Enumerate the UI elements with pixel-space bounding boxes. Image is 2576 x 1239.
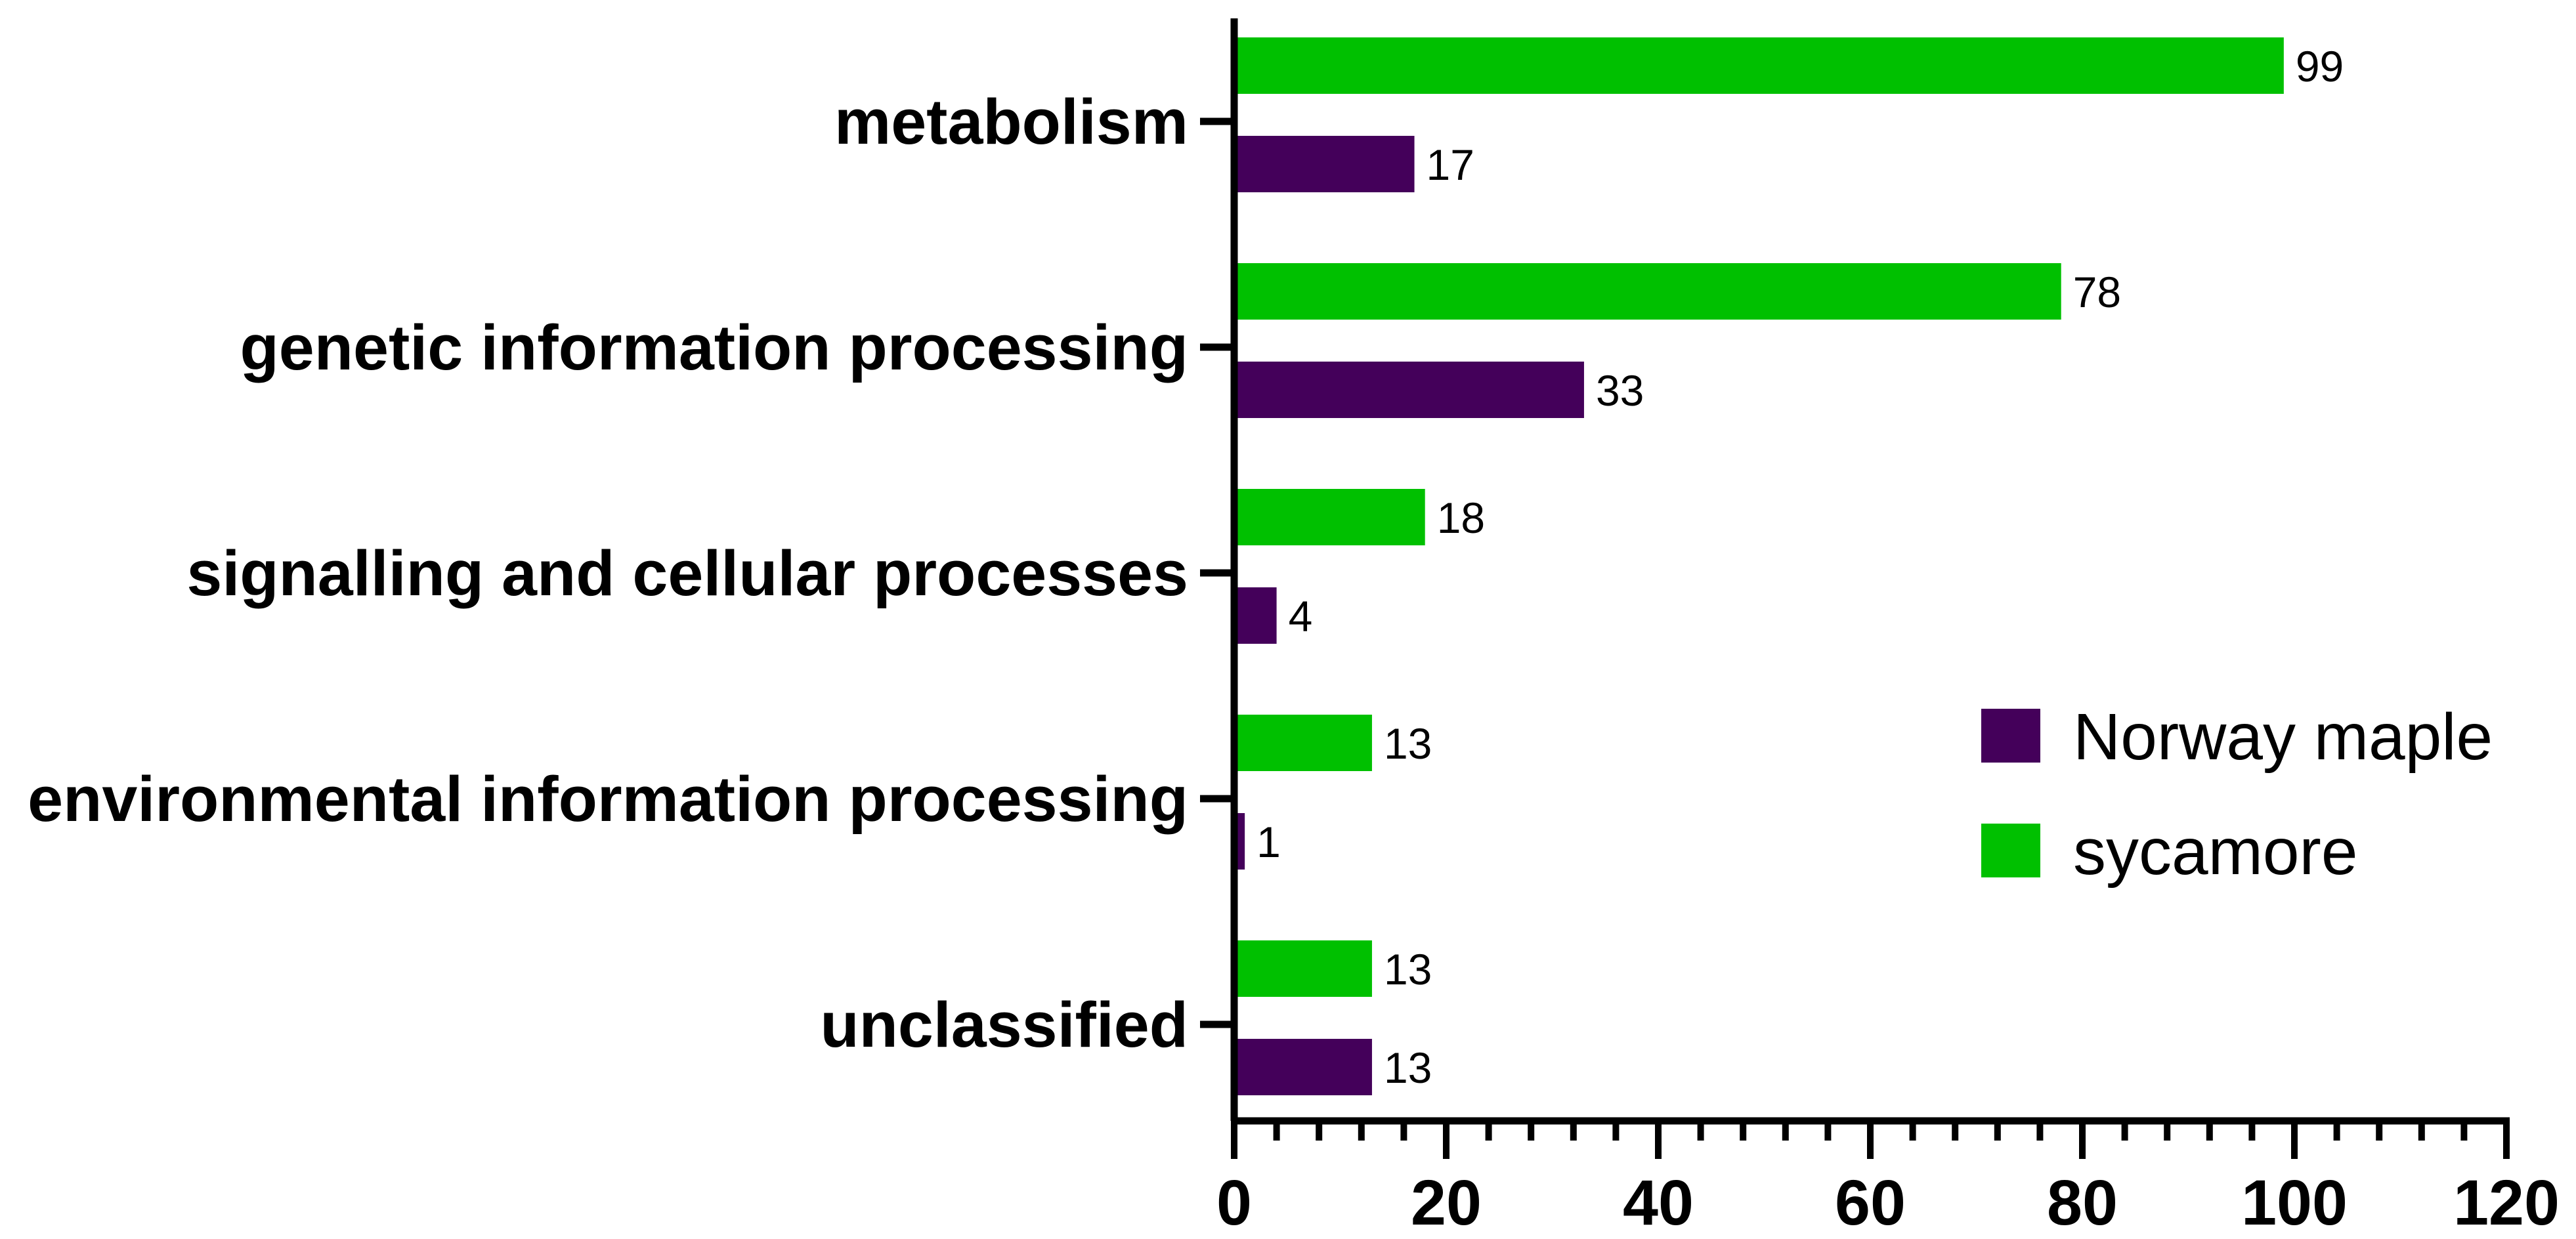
bar-sycamore-metabolism: [1234, 37, 2284, 94]
data-label-sycamore-signalling-and-cellular-processes: 18: [1437, 494, 1485, 542]
bar-norway-maple-unclassified: [1234, 1039, 1372, 1095]
category-label-genetic-information-processing: genetic information processing: [240, 312, 1188, 383]
x-tick-label-120: 120: [2453, 1167, 2560, 1238]
data-label-norway-maple-environmental-information-processing: 1: [1256, 818, 1281, 866]
data-label-norway-maple-unclassified: 13: [1384, 1043, 1432, 1092]
category-labels-layer: metabolism genetic information processing…: [28, 86, 1188, 1060]
legend-swatch-sycamore: [1981, 824, 2040, 877]
bars-layer: [1234, 37, 2284, 1095]
data-label-norway-maple-genetic-information-processing: 33: [1596, 366, 1644, 415]
data-label-norway-maple-signalling-and-cellular-processes: 4: [1289, 592, 1313, 640]
data-label-norway-maple-metabolism: 17: [1427, 140, 1474, 189]
x-tick-label-40: 40: [1623, 1167, 1694, 1238]
x-tick-label-60: 60: [1835, 1167, 1906, 1238]
bar-sycamore-unclassified: [1234, 940, 1372, 997]
axes-layer: [1200, 18, 2510, 1159]
bar-sycamore-signalling-and-cellular-processes: [1234, 489, 1425, 545]
bar-sycamore-genetic-information-processing: [1234, 263, 2061, 320]
data-label-sycamore-metabolism: 99: [2296, 42, 2344, 91]
x-tick-labels-layer: 0 20 40 60 80 100 120: [1216, 1167, 2560, 1238]
legend-label-sycamore: sycamore: [2073, 815, 2357, 889]
data-labels-layer: 99 17 78 33 18 4 13 1 13 13: [1256, 42, 2344, 1092]
bar-norway-maple-metabolism: [1234, 136, 1415, 192]
x-tick-label-20: 20: [1411, 1167, 1482, 1238]
bar-sycamore-environmental-information-processing: [1234, 715, 1372, 771]
category-label-environmental-information-processing: environmental information processing: [28, 763, 1188, 835]
data-label-sycamore-genetic-information-processing: 78: [2073, 268, 2121, 316]
category-label-metabolism: metabolism: [834, 86, 1188, 158]
legend-swatch-norway-maple: [1981, 709, 2040, 763]
data-label-sycamore-unclassified: 13: [1384, 945, 1432, 994]
bar-norway-maple-signalling-and-cellular-processes: [1234, 587, 1277, 644]
data-label-sycamore-environmental-information-processing: 13: [1384, 719, 1432, 768]
category-label-signalling-and-cellular-processes: signalling and cellular processes: [186, 537, 1188, 609]
legend-label-norway-maple: Norway maple: [2073, 700, 2493, 774]
legend: Norway maple sycamore: [1981, 700, 2493, 889]
bar-norway-maple-genetic-information-processing: [1234, 362, 1584, 418]
category-label-unclassified: unclassified: [820, 989, 1188, 1060]
x-tick-label-100: 100: [2241, 1167, 2348, 1238]
x-tick-label-80: 80: [2047, 1167, 2118, 1238]
x-tick-label-0: 0: [1216, 1167, 1252, 1238]
